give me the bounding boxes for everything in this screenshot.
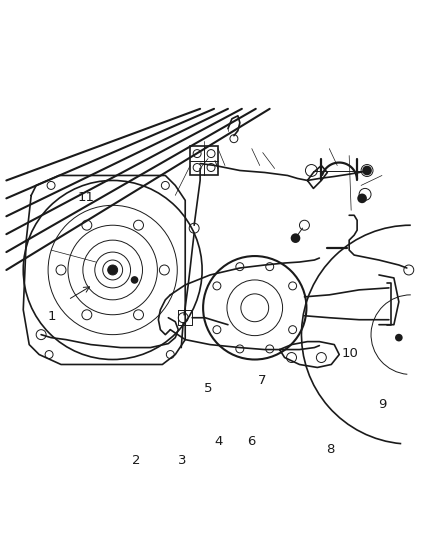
Text: 5: 5: [204, 382, 212, 395]
Text: 10: 10: [341, 348, 358, 360]
Bar: [190, 146, 218, 175]
Text: 3: 3: [178, 454, 186, 466]
Circle shape: [396, 335, 402, 341]
Text: 6: 6: [247, 435, 256, 448]
Circle shape: [358, 195, 366, 203]
Text: 4: 4: [215, 435, 223, 448]
Text: 8: 8: [326, 443, 334, 456]
Text: 2: 2: [132, 454, 141, 466]
Circle shape: [108, 265, 118, 275]
Text: 7: 7: [258, 374, 267, 387]
Text: 11: 11: [78, 191, 95, 204]
Circle shape: [363, 166, 371, 174]
Text: 1: 1: [47, 310, 56, 324]
Circle shape: [292, 234, 300, 242]
Text: 9: 9: [378, 398, 386, 411]
Circle shape: [131, 277, 138, 283]
